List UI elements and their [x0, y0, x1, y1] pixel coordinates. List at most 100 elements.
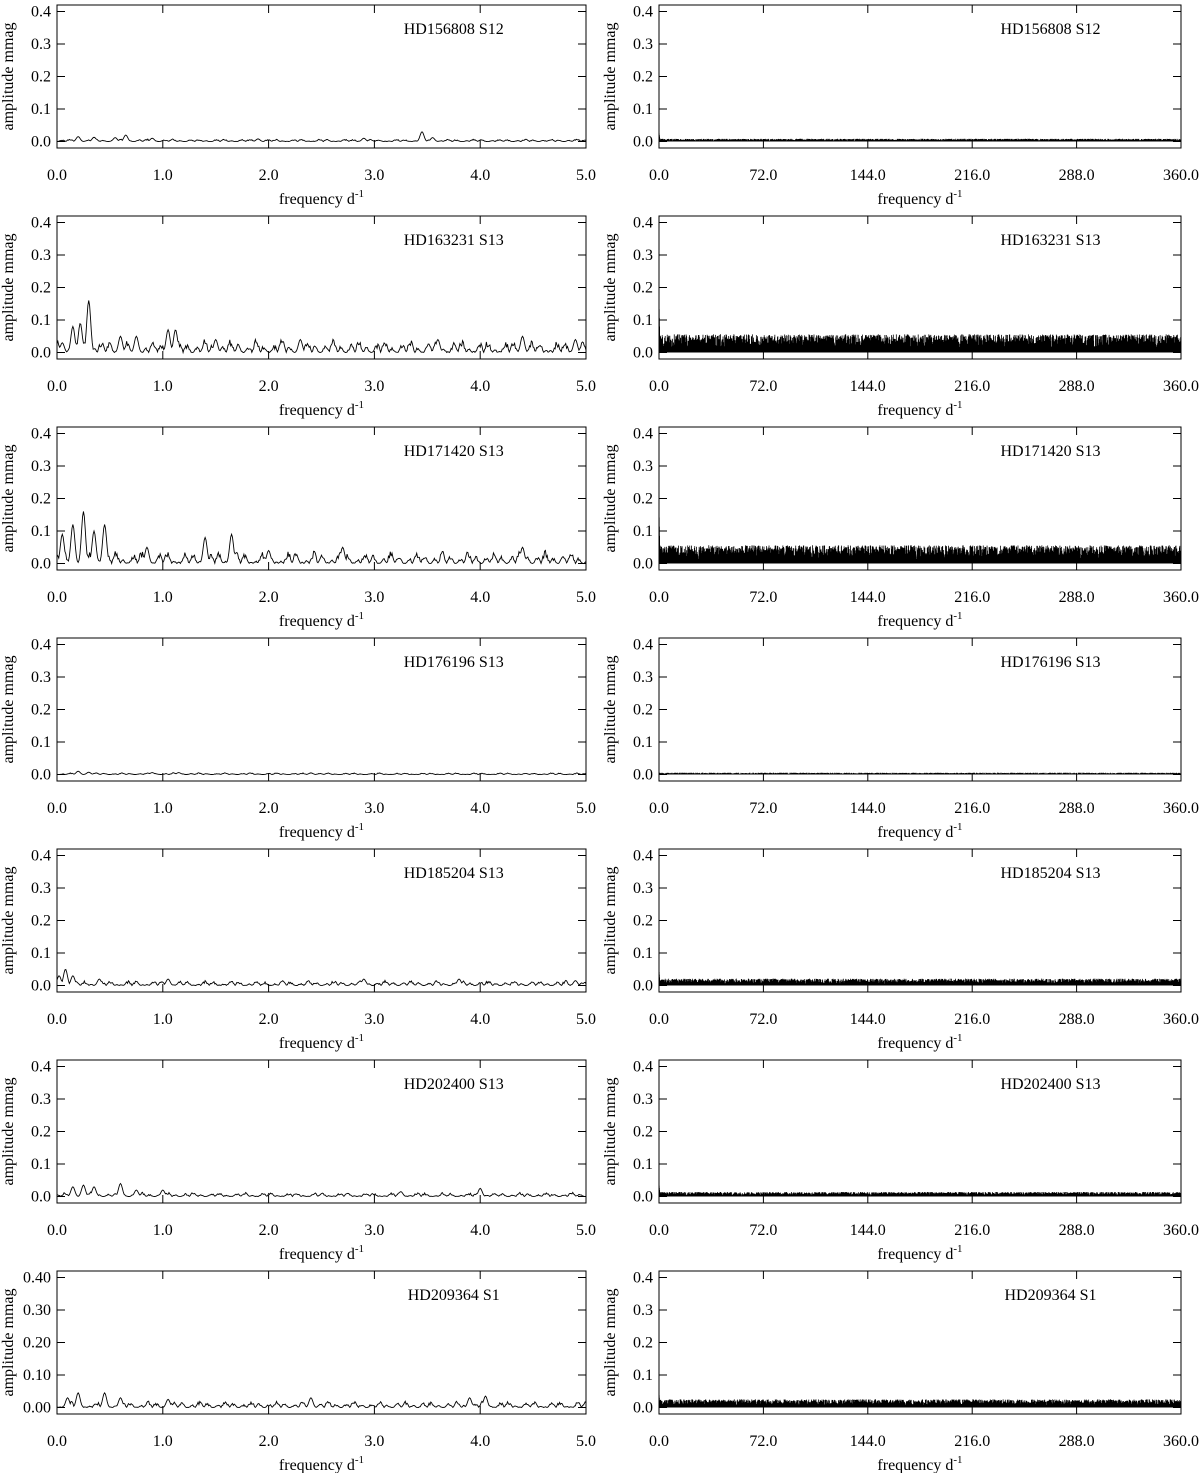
x-tick-label: 2.0	[259, 378, 279, 395]
y-tick-label: 0.1	[31, 312, 51, 329]
y-tick-label: 0.1	[633, 523, 653, 540]
y-tick-label: 0.40	[23, 1270, 51, 1287]
x-tick-label: 2.0	[259, 167, 279, 184]
plot-frame	[56, 1059, 587, 1204]
x-tick-label: 1.0	[153, 589, 173, 606]
star-label: HD209364 S1	[1004, 1287, 1096, 1304]
y-tick-label: 0.3	[31, 880, 51, 897]
y-axis-title: amplitude mmag	[602, 234, 619, 342]
y-tick-label: 0.0	[633, 134, 653, 151]
spectrum-line	[659, 969, 1181, 986]
y-axis-title: amplitude mmag	[0, 867, 17, 975]
y-tick-label: 0.4	[633, 848, 653, 865]
x-tick-label: 5.0	[576, 589, 596, 606]
y-tick-label: 0.1	[31, 1156, 51, 1173]
x-tick-label: 0.0	[47, 378, 67, 395]
plot-frame	[56, 848, 587, 993]
y-tick-label: 0.3	[31, 1091, 51, 1108]
x-tick-label: 288.0	[1059, 1011, 1095, 1028]
x-tick-label: 5.0	[576, 1011, 596, 1028]
y-tick-label: 0.4	[31, 848, 51, 865]
y-tick-label: 0.3	[633, 1091, 653, 1108]
star-label: HD185204 S13	[404, 865, 504, 882]
x-axis-title: frequency d-1	[877, 1454, 962, 1473]
x-tick-label: 5.0	[576, 378, 596, 395]
y-tick-label: 0.00	[23, 1400, 51, 1417]
y-tick-label: 0.2	[31, 1124, 51, 1141]
y-tick-label: 0.30	[23, 1302, 51, 1319]
y-tick-label: 0.0	[31, 556, 51, 573]
x-tick-label: 4.0	[470, 378, 490, 395]
x-tick-label: 4.0	[470, 589, 490, 606]
x-tick-label: 5.0	[576, 1433, 596, 1450]
x-tick-label: 360.0	[1163, 378, 1199, 395]
y-tick-label: 0.3	[633, 1302, 653, 1319]
y-tick-label: 0.2	[633, 491, 653, 508]
y-tick-label: 0.2	[633, 1335, 653, 1352]
y-tick-label: 0.0	[633, 556, 653, 573]
y-tick-label: 0.1	[633, 101, 653, 118]
x-tick-label: 360.0	[1163, 1433, 1199, 1450]
x-tick-label: 4.0	[470, 1011, 490, 1028]
panel-4-low-frequency: 0.0 0.1 0.2 0.3 0.4 0.0 1.0 2.0 3.0 4.0 5.0 frequen…	[0, 637, 596, 842]
y-axis-title: amplitude mmag	[0, 23, 17, 131]
spectrum-line	[659, 300, 1181, 353]
y-tick-label: 0.0	[633, 345, 653, 362]
spectrum-line	[57, 770, 586, 775]
x-tick-label: 360.0	[1163, 589, 1199, 606]
x-tick-label: 144.0	[850, 167, 886, 184]
y-tick-label: 0.0	[633, 1189, 653, 1206]
x-tick-label: 360.0	[1163, 1222, 1199, 1239]
y-tick-label: 0.3	[633, 458, 653, 475]
plot-frame	[56, 426, 587, 571]
x-tick-label: 288.0	[1059, 589, 1095, 606]
y-tick-label: 0.2	[31, 913, 51, 930]
x-tick-label: 288.0	[1059, 800, 1095, 817]
y-tick-label: 0.1	[633, 312, 653, 329]
y-tick-label: 0.0	[31, 345, 51, 362]
x-tick-label: 0.0	[649, 167, 669, 184]
star-label: HD156808 S12	[404, 21, 504, 38]
x-tick-label: 2.0	[259, 1433, 279, 1450]
x-tick-label: 1.0	[153, 800, 173, 817]
x-tick-label: 5.0	[576, 167, 596, 184]
plot-frame	[56, 637, 587, 782]
y-axis-title: amplitude mmag	[602, 867, 619, 975]
y-tick-label: 0.4	[633, 1270, 653, 1287]
panel-3-low-frequency: 0.0 0.1 0.2 0.3 0.4 0.0 1.0 2.0 3.0 4.0 5.0 frequen…	[0, 426, 596, 631]
x-axis-title: frequency d-1	[279, 1032, 364, 1052]
x-tick-label: 2.0	[259, 1222, 279, 1239]
spectrum-line	[57, 131, 586, 143]
plot-frame	[56, 4, 587, 149]
y-tick-label: 0.1	[633, 1367, 653, 1384]
y-tick-label: 0.4	[633, 4, 653, 21]
x-axis-title: frequency d-1	[877, 399, 962, 419]
x-axis-title: frequency d-1	[279, 1454, 364, 1473]
x-tick-label: 216.0	[954, 378, 990, 395]
star-label: HD171420 S13	[404, 443, 504, 460]
x-axis-title: frequency d-1	[877, 188, 962, 208]
y-axis-title: amplitude mmag	[602, 445, 619, 553]
x-tick-label: 0.0	[47, 1011, 67, 1028]
x-tick-label: 216.0	[954, 167, 990, 184]
y-tick-label: 0.1	[633, 734, 653, 751]
star-label: HD209364 S1	[408, 1287, 500, 1304]
x-axis-title: frequency d-1	[279, 1243, 364, 1263]
y-tick-label: 0.4	[633, 637, 653, 654]
x-tick-label: 5.0	[576, 800, 596, 817]
x-tick-label: 4.0	[470, 1433, 490, 1450]
x-tick-label: 4.0	[470, 1222, 490, 1239]
x-tick-label: 144.0	[850, 378, 886, 395]
spectrum-line	[659, 1183, 1181, 1197]
x-tick-label: 72.0	[749, 800, 777, 817]
y-tick-label: 0.3	[633, 669, 653, 686]
star-label: HD202400 S13	[404, 1076, 504, 1093]
panel-6-low-frequency: 0.0 0.1 0.2 0.3 0.4 0.0 1.0 2.0 3.0 4.0 5.0 frequen…	[0, 1059, 596, 1264]
spectrum-line	[659, 1392, 1181, 1408]
x-tick-label: 144.0	[850, 1222, 886, 1239]
x-tick-label: 360.0	[1163, 1011, 1199, 1028]
x-tick-label: 72.0	[749, 1011, 777, 1028]
y-tick-label: 0.3	[31, 669, 51, 686]
star-label: HD185204 S13	[1000, 865, 1100, 882]
panel-5-full-frequency: 0.0 0.1 0.2 0.3 0.4 0.0 72.0 144.0 216.0 288.0 360…	[602, 848, 1199, 1053]
